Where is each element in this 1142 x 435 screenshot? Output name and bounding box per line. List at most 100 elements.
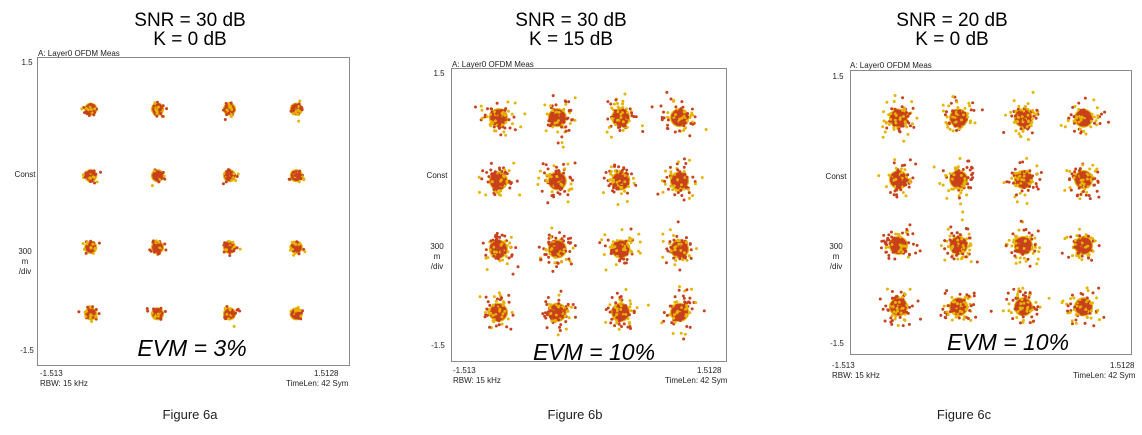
constellation-point — [538, 169, 542, 173]
constellation-point — [492, 254, 496, 258]
constellation-point — [609, 172, 613, 176]
constellation-point — [958, 292, 962, 296]
constellation-point — [1069, 235, 1073, 239]
constellation-point — [618, 250, 622, 254]
constellation-point — [562, 120, 566, 124]
constellation-point — [890, 314, 894, 318]
constellation-point — [1097, 318, 1101, 322]
constellation-point — [503, 240, 507, 244]
constellation-point — [1028, 293, 1032, 297]
y-label-scale-value: 300 — [430, 242, 444, 251]
constellation-point — [1028, 169, 1032, 173]
constellation-point — [894, 121, 898, 125]
constellation-point — [89, 108, 93, 111]
constellation-point — [893, 257, 897, 261]
constellation-point — [146, 309, 150, 313]
constellation-point — [628, 299, 632, 303]
constellation-point — [908, 112, 912, 116]
constellation-point — [152, 250, 156, 254]
constellation-point — [291, 112, 295, 116]
constellation-point — [221, 182, 225, 186]
constellation-point — [948, 234, 952, 238]
constellation-point — [614, 242, 618, 246]
constellation-point — [1074, 318, 1078, 322]
constellation-point — [85, 245, 89, 249]
constellation-point — [955, 129, 959, 133]
constellation-point — [492, 295, 496, 299]
constellation-point — [503, 126, 507, 130]
constellation-point — [298, 169, 302, 173]
constellation-point — [969, 108, 973, 112]
constellation-point — [544, 163, 548, 167]
constellation-point — [907, 322, 911, 326]
constellation-point — [656, 192, 660, 196]
constellation-point — [884, 240, 888, 244]
constellation-point — [911, 232, 915, 236]
constellation-point — [513, 101, 517, 105]
constellation-point — [693, 115, 697, 119]
constellation-point — [1069, 297, 1073, 301]
constellation-point — [481, 241, 485, 245]
constellation-point — [486, 300, 490, 304]
constellation-point — [1080, 308, 1084, 312]
constellation-point — [675, 234, 679, 238]
constellation-point — [890, 296, 894, 300]
constellation-point — [562, 234, 566, 238]
constellation-point — [671, 188, 675, 192]
constellation-point — [954, 170, 958, 174]
constellation-point — [1079, 178, 1083, 182]
constellation-point — [964, 255, 968, 259]
constellation-point — [954, 112, 958, 116]
constellation-point — [491, 121, 495, 125]
constellation-point — [897, 129, 901, 133]
constellation-point — [625, 110, 629, 114]
constellation-point — [1060, 251, 1064, 255]
constellation-point — [1022, 109, 1026, 113]
constellation-point — [666, 123, 670, 127]
constellation-point — [902, 139, 906, 143]
constellation-point — [660, 116, 664, 120]
constellation-point — [1020, 312, 1024, 316]
constellation-point — [80, 107, 84, 111]
constellation-point — [691, 175, 695, 179]
constellation-point — [1096, 116, 1100, 120]
constellation-point — [1097, 286, 1101, 290]
constellation-point — [613, 169, 617, 173]
constellation-plot: EVM = 10% — [850, 70, 1132, 355]
constellation-point — [908, 124, 912, 128]
constellation-cluster — [148, 239, 168, 257]
constellation-point — [1028, 264, 1032, 268]
constellation-point — [1023, 118, 1026, 122]
constellation-point — [1073, 172, 1077, 176]
constellation-point — [94, 315, 98, 319]
constellation-point — [1031, 251, 1035, 255]
constellation-point — [675, 318, 679, 322]
constellation-point — [966, 227, 970, 231]
constellation-point — [155, 100, 159, 104]
constellation-point — [623, 307, 627, 311]
constellation-point — [905, 228, 909, 232]
constellation-point — [966, 176, 970, 180]
constellation-point — [539, 258, 543, 262]
constellation-point — [882, 110, 886, 114]
constellation-point — [666, 127, 670, 131]
constellation-point — [1102, 315, 1106, 319]
constellation-point — [566, 200, 570, 204]
constellation-point — [961, 252, 965, 256]
constellation-point — [1036, 187, 1040, 191]
constellation-point — [300, 108, 304, 112]
constellation-point — [674, 305, 678, 309]
constellation-point — [902, 310, 906, 314]
constellation-point — [941, 103, 945, 107]
constellation-point — [950, 255, 954, 259]
constellation-point — [903, 318, 907, 322]
constellation-point — [887, 113, 891, 117]
constellation-point — [1036, 257, 1040, 261]
constellation-point — [619, 192, 623, 196]
constellation-point — [894, 300, 897, 304]
constellation-point — [661, 239, 665, 243]
y-label-const: Const — [825, 172, 847, 181]
constellation-point — [225, 312, 229, 316]
constellation-point — [552, 195, 556, 199]
constellation-point — [680, 116, 684, 120]
